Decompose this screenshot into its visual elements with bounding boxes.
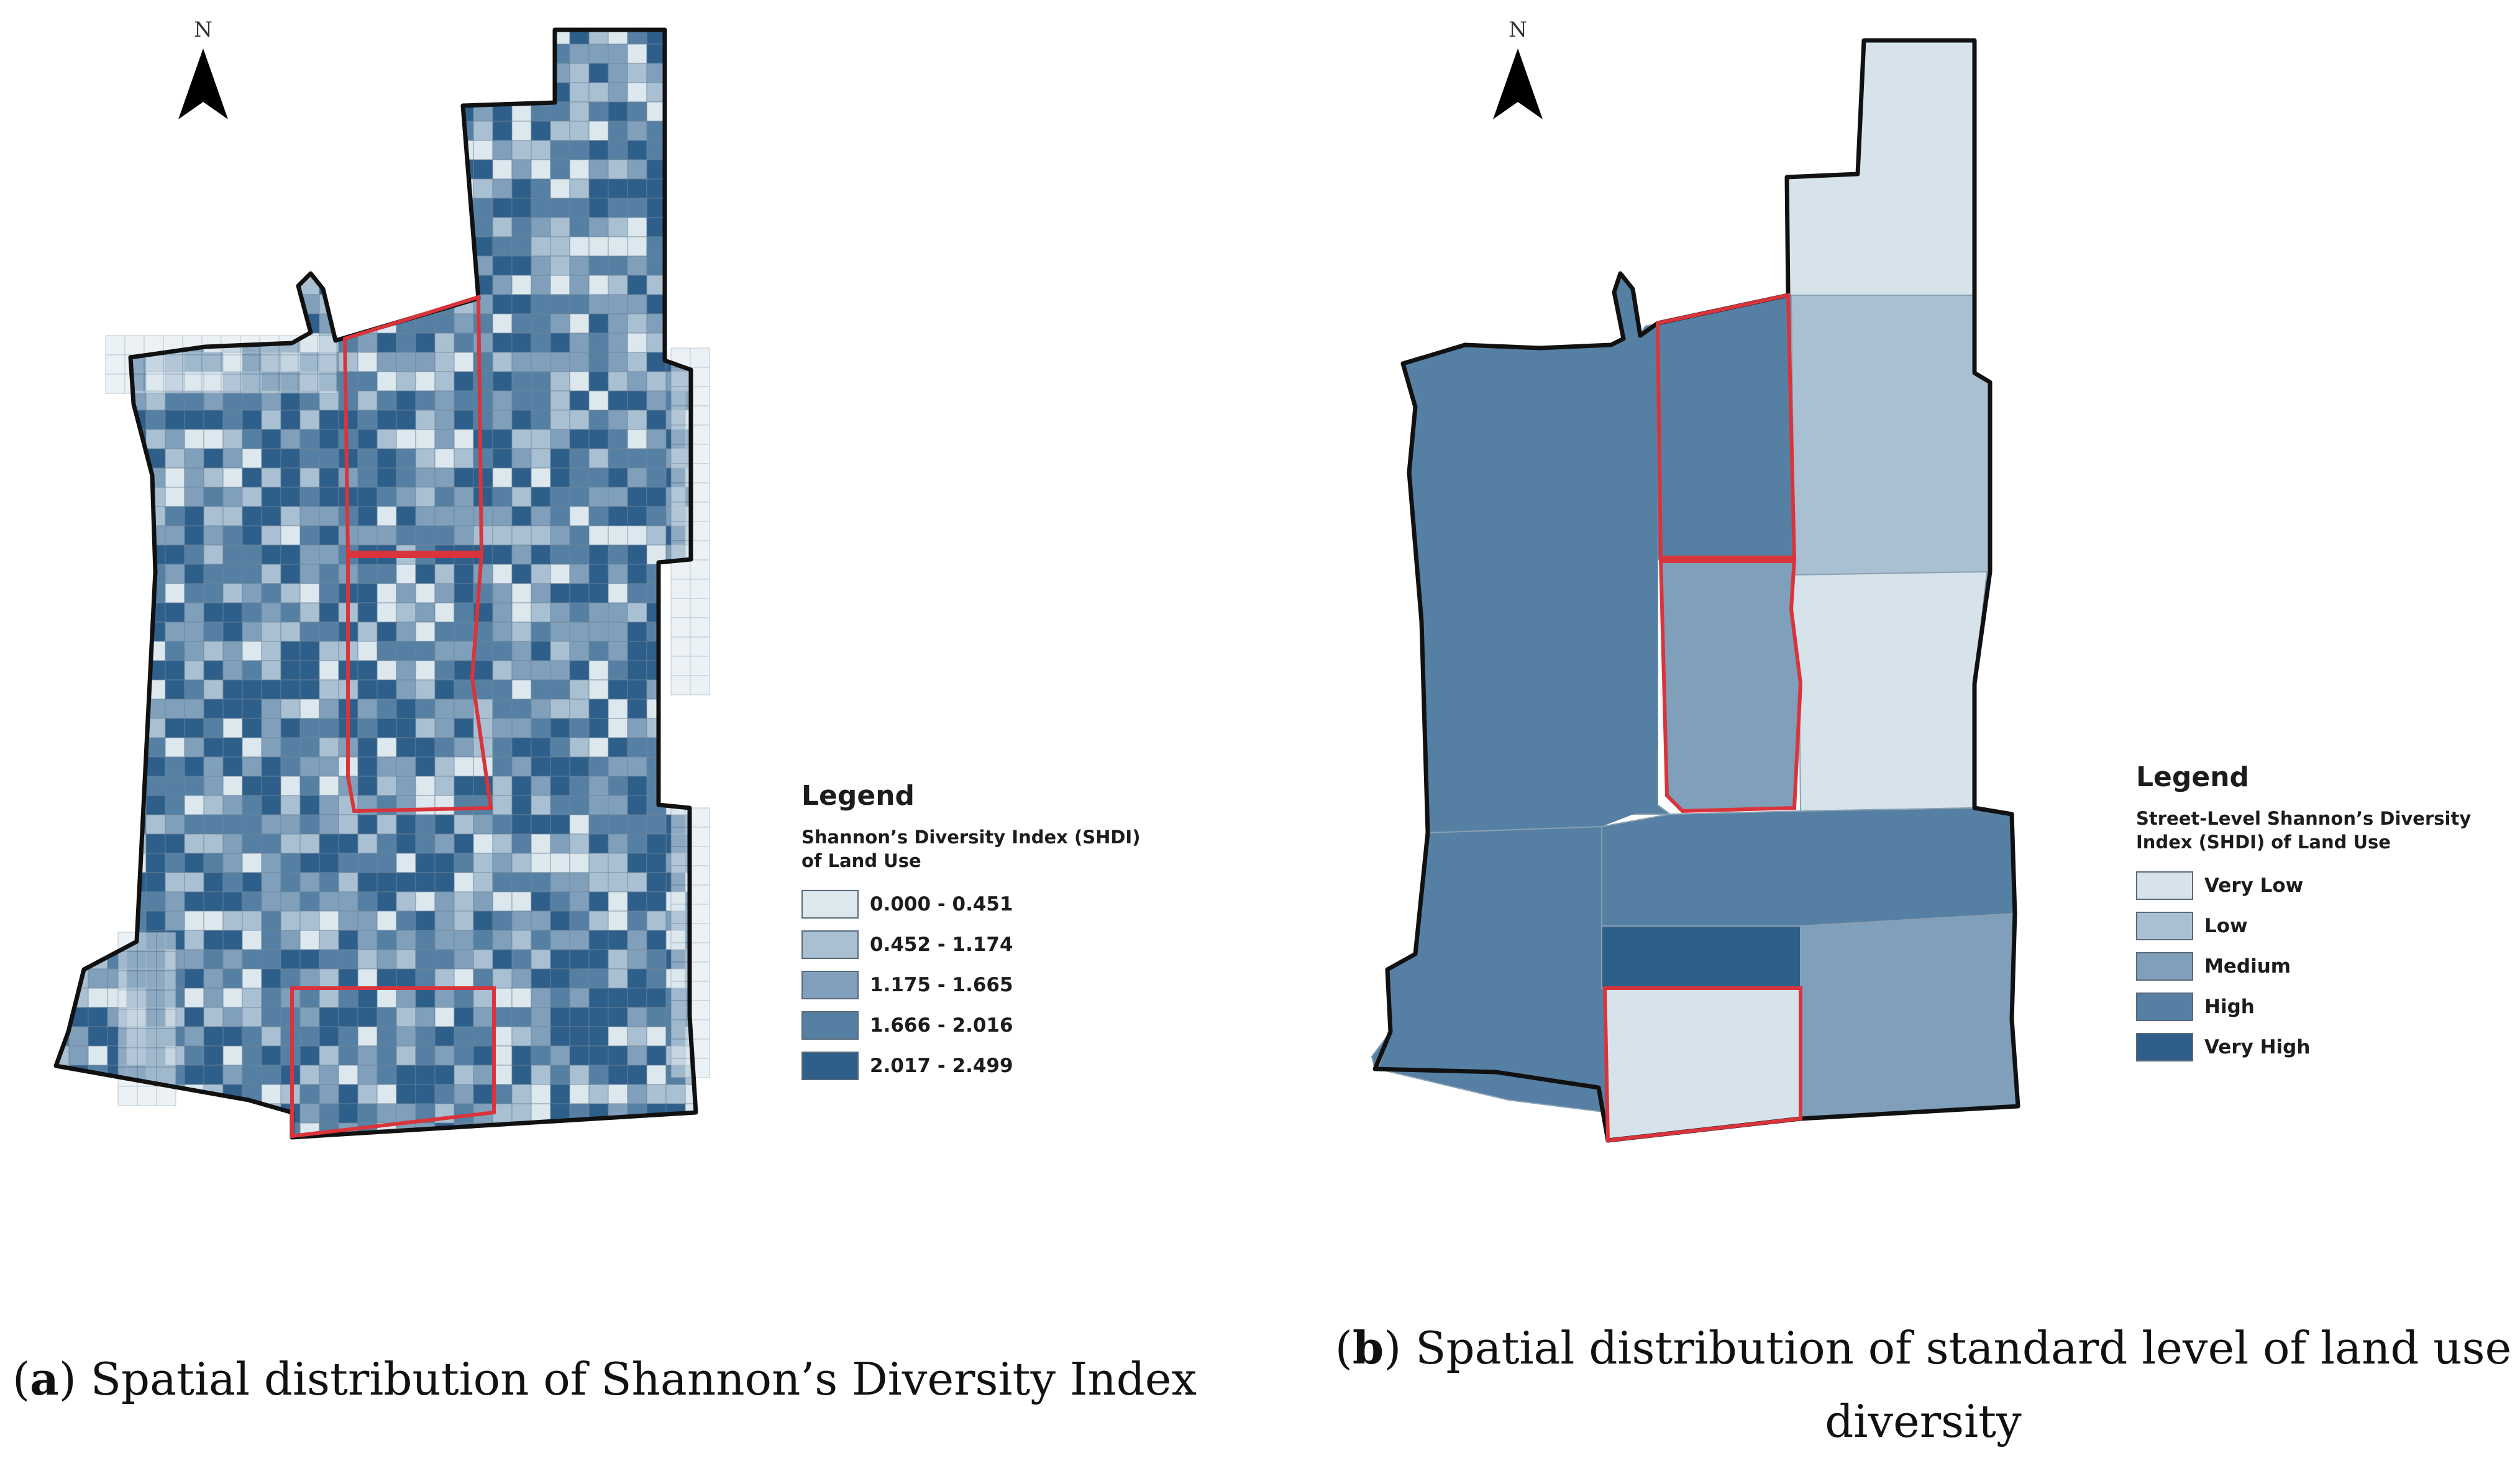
caption-letter: b: [1352, 1321, 1384, 1374]
legend-label: 1.666 - 2.016: [870, 1014, 1013, 1037]
caption-a: (a) Spatial distribution of Shannon’s Di…: [12, 1352, 1197, 1405]
north-arrow-icon: [178, 48, 228, 119]
legend-item: 2.017 - 2.499: [801, 1045, 1149, 1086]
caption-text: Spatial distribution of standard level o…: [1401, 1322, 2512, 1447]
legend-item: High: [2136, 986, 2484, 1027]
zone-high-south-band: [1601, 807, 2016, 927]
legend-swatch: [2136, 1032, 2193, 1061]
panel-a: N Legend Shannon’s Diversity Index (SHDI…: [0, 0, 1260, 1454]
zone-very-low-south: [1604, 988, 1801, 1142]
legend-label: High: [2204, 995, 2255, 1018]
legend-item: 1.175 - 1.665: [801, 965, 1149, 1005]
legend-swatch: [2136, 951, 2193, 981]
legend-item: Very Low: [2136, 865, 2484, 906]
legend-item: Medium: [2136, 946, 2484, 986]
north-arrow-b: N: [1490, 17, 1546, 121]
north-arrow-icon: [1493, 48, 1543, 119]
legend-swatch: [2136, 911, 2193, 940]
legend-a: Legend Shannon’s Diversity Index (SHDI) …: [801, 780, 1149, 1086]
legend-item: 0.452 - 1.174: [801, 924, 1149, 965]
legend-subtitle: Street-Level Shannon’s Diversity Index (…: [2136, 808, 2472, 853]
study-area-boundary-b: [1372, 38, 2020, 1143]
zone-very-low-north: [1786, 40, 1975, 296]
legend-item: 0.000 - 0.451: [801, 884, 1149, 924]
legend-item: Low: [2136, 906, 2484, 946]
panel-b: N Legend Street-Level Shannon’s Diversit…: [1260, 0, 2520, 1454]
legend-b: Legend Street-Level Shannon’s Diversity …: [2136, 761, 2484, 1067]
caption-letter: a: [30, 1352, 59, 1405]
north-arrow-a: N: [175, 17, 231, 121]
legend-swatch: [801, 889, 859, 919]
study-area-boundary: [53, 27, 698, 1140]
zone-medium-center: [1659, 559, 1802, 812]
highlight-zone-south-b: [1602, 986, 1802, 1143]
legend-label: Low: [2204, 914, 2248, 937]
north-label: N: [1509, 17, 1527, 42]
legend-label: Medium: [2204, 955, 2291, 978]
caption-text: Spatial distribution of Shannon’s Divers…: [76, 1353, 1197, 1405]
legend-label: 1.175 - 1.665: [870, 973, 1013, 996]
highlight-zone-center-b: [1658, 557, 1803, 814]
legend-label: 2.017 - 2.499: [870, 1054, 1013, 1077]
street-level-shdi-map: [1371, 38, 2020, 1143]
legend-swatch: [801, 930, 859, 959]
legend-swatch: [2136, 992, 2193, 1021]
zone-very-high: [1601, 925, 1801, 989]
legend-label: 0.452 - 1.174: [870, 933, 1013, 956]
legend-heading: Legend: [2136, 761, 2250, 793]
legend-label: Very Low: [2204, 874, 2304, 897]
shdi-grid-map: [53, 27, 710, 1140]
zone-high-center: [1657, 294, 1796, 560]
highlight-zone-south: [290, 986, 496, 1139]
legend-swatch: [801, 970, 859, 999]
legend-item: Very High: [2136, 1027, 2484, 1067]
legend-label: Very High: [2204, 1035, 2311, 1058]
legend-subtitle: Shannon’s Diversity Index (SHDI) of Land…: [801, 827, 1141, 871]
legend-swatch: [2136, 871, 2193, 900]
zone-very-low-east: [1790, 571, 1988, 812]
zone-low-northeast: [1787, 295, 1991, 576]
zone-medium-southeast: [1800, 912, 2019, 1120]
legend-label: 0.000 - 0.451: [870, 892, 1013, 915]
legend-swatch: [801, 1011, 859, 1040]
legend-heading: Legend: [801, 780, 915, 812]
legend-item: 1.666 - 2.016: [801, 1005, 1149, 1045]
caption-b: (b) Spatial distribution of standard lev…: [1335, 1321, 2512, 1447]
legend-swatch: [801, 1051, 859, 1080]
north-label: N: [194, 17, 212, 42]
